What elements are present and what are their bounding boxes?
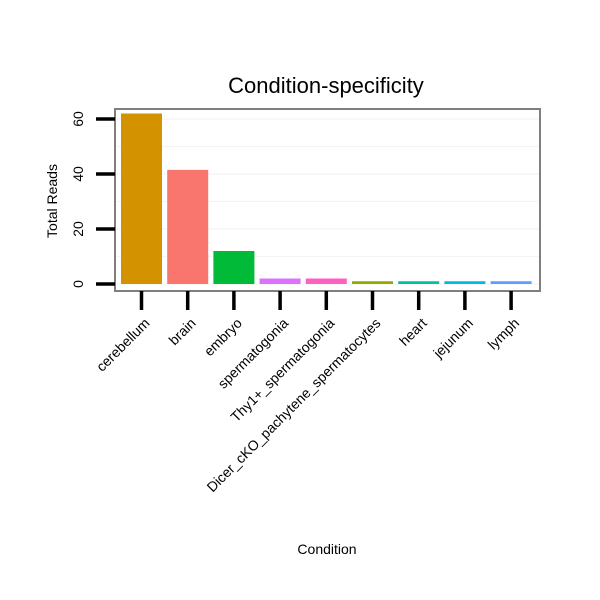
- y-tick-label: 40: [70, 166, 86, 182]
- bars: [121, 113, 532, 284]
- y-axis-title: Total Reads: [44, 164, 60, 238]
- y-tick-label: 0: [70, 280, 86, 288]
- bar-cerebellum: [121, 113, 162, 284]
- x-axis-title: Condition: [297, 541, 356, 557]
- bar-embryo: [213, 251, 255, 284]
- bar-heart: [398, 281, 440, 284]
- bar-spermatogonia: [259, 278, 301, 284]
- bar-thy1-spermatogonia: [305, 278, 347, 284]
- bar-brain: [167, 169, 209, 284]
- y-tick-label: 20: [70, 221, 86, 237]
- bar-lymph: [490, 281, 532, 284]
- bar-dicer-cko-pachytene-spermatocytes: [352, 281, 393, 284]
- bar-jejunum: [444, 281, 486, 284]
- y-axis: 0 20 40 60: [70, 111, 115, 288]
- chart-title: Condition-specificity: [228, 73, 424, 98]
- y-tick-label: 60: [70, 111, 86, 127]
